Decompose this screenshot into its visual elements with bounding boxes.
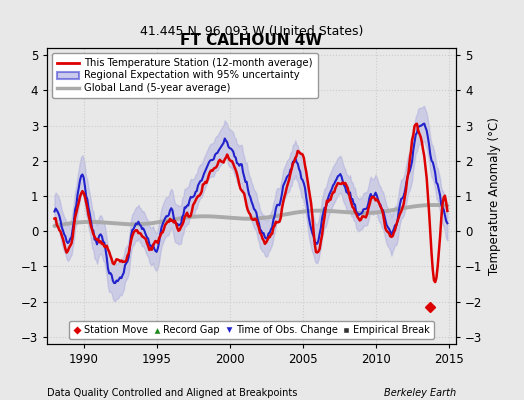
Text: 41.445 N, 96.093 W (United States): 41.445 N, 96.093 W (United States) xyxy=(140,25,363,38)
Text: Berkeley Earth: Berkeley Earth xyxy=(384,388,456,398)
Title: FT CALHOUN 4W: FT CALHOUN 4W xyxy=(180,33,323,48)
Text: Data Quality Controlled and Aligned at Breakpoints: Data Quality Controlled and Aligned at B… xyxy=(47,388,298,398)
Y-axis label: Temperature Anomaly (°C): Temperature Anomaly (°C) xyxy=(488,117,501,275)
Legend: Station Move, Record Gap, Time of Obs. Change, Empirical Break: Station Move, Record Gap, Time of Obs. C… xyxy=(69,321,434,339)
